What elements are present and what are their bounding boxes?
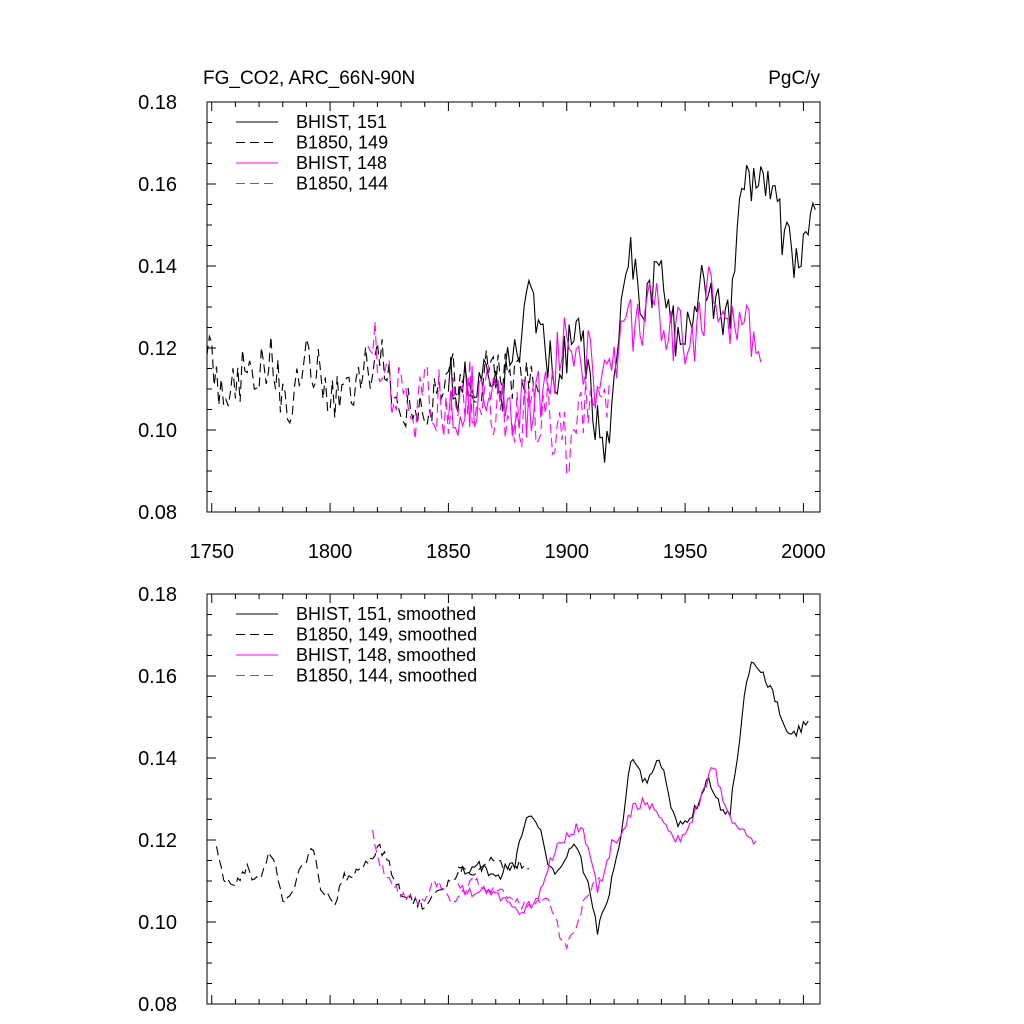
y-tick-label: 0.10 — [138, 912, 177, 934]
series-line-2 — [215, 843, 529, 911]
legend-label: B1850, 144 — [296, 174, 388, 194]
bottom-panel: 0.08 0.10 0.12 0.14 0.16 0.18 BHIST, 151, smoo… — [138, 584, 821, 1016]
x-tick-label: 1850 — [426, 541, 471, 563]
series-line-4 — [372, 829, 601, 951]
y-tick-label: 0.14 — [138, 256, 177, 278]
chart-title: FG_CO2, ARC_66N-90N — [203, 68, 415, 89]
y-tick-label: 0.08 — [138, 994, 177, 1016]
legend-label: B1850, 149 — [296, 133, 388, 153]
x-tick-label: 1900 — [545, 541, 590, 563]
top-panel: 0.08 0.10 0.12 0.14 0.16 0.18 1750 1800 1850 1900… — [138, 92, 826, 563]
legend-label: BHIST, 151, smoothed — [296, 604, 476, 624]
y-tick-label: 0.14 — [138, 748, 177, 770]
x-tick-label: 1800 — [308, 541, 353, 563]
x-tick-label: 1750 — [189, 541, 234, 563]
series-line-1 — [447, 164, 816, 463]
legend-label: BHIST, 148 — [296, 153, 387, 173]
x-tick-label: 2000 — [781, 541, 826, 563]
legend-label: B1850, 149, smoothed — [296, 625, 477, 645]
series-line-2 — [207, 334, 539, 429]
series-line-1 — [457, 661, 809, 935]
series-line-3 — [447, 266, 762, 438]
series-line-4 — [367, 321, 610, 476]
y-tick-label: 0.08 — [138, 502, 177, 524]
y-tick-label: 0.16 — [138, 174, 177, 196]
legend-label: B1850, 144, smoothed — [296, 666, 477, 686]
y-tick-label: 0.18 — [138, 92, 177, 114]
y-tick-label: 0.12 — [138, 830, 177, 852]
y-tick-label: 0.16 — [138, 666, 177, 688]
series-line-3 — [457, 767, 757, 916]
units-label: PgC/y — [768, 68, 820, 89]
y-tick-label: 0.12 — [138, 338, 177, 360]
y-tick-label: 0.18 — [138, 584, 177, 606]
legend-label: BHIST, 148, smoothed — [296, 645, 476, 665]
x-tick-label: 1950 — [663, 541, 708, 563]
y-tick-label: 0.10 — [138, 420, 177, 442]
legend-label: BHIST, 151 — [296, 112, 387, 132]
